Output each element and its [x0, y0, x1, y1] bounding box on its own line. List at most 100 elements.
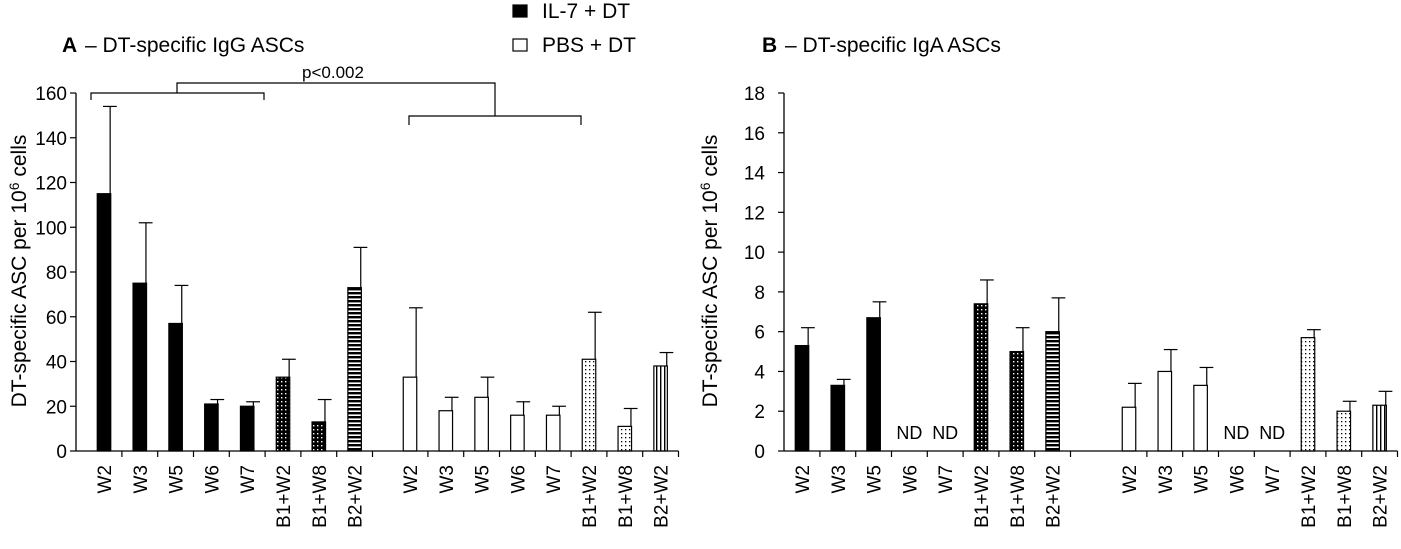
bar — [617, 425, 633, 452]
x-tick-label: B1+W2 — [1299, 465, 1320, 528]
panel-b-x-labels: W2 W3 W5 W6 W7 B1+W2 B1+W8 B2+W2 W2 W3 W5 W6 W7 B1+W2… — [793, 465, 1392, 528]
legend: IL-7 + DT PBS + DT — [512, 0, 636, 57]
x-tick-label: B2+W2 — [346, 465, 367, 528]
y-tick-label: 12 — [744, 203, 765, 224]
x-tick-label: W5 — [865, 465, 886, 494]
bar — [96, 193, 112, 452]
bar — [1300, 337, 1316, 452]
bar — [311, 421, 327, 452]
bar — [239, 405, 255, 452]
x-tick-label: W7 — [1263, 465, 1284, 494]
x-tick-label: W7 — [238, 465, 259, 494]
panel-b-chart: B – DT-specific IgA ASCs DT-specific ASC… — [697, 34, 1399, 528]
bar — [653, 365, 668, 452]
y-tick-label: 20 — [46, 397, 67, 418]
y-tick-label: 6 — [754, 323, 765, 344]
x-tick-label: W5 — [167, 465, 188, 494]
bar — [402, 376, 418, 452]
x-tick-label: B2+W2 — [1044, 465, 1065, 528]
bracket-connector — [176, 82, 496, 98]
x-tick-label: W2 — [401, 465, 422, 494]
y-tick-label: 8 — [754, 283, 765, 304]
x-tick-label: B1+W8 — [616, 465, 637, 528]
nd-label: ND — [932, 423, 958, 443]
y-tick-label: 40 — [46, 353, 67, 374]
panel-b-title: – DT-specific IgA ASCs — [785, 34, 1001, 57]
x-tick-label: W2 — [1120, 465, 1141, 494]
significance-p-value: p<0.002 — [302, 63, 364, 82]
bar — [1157, 370, 1173, 452]
y-tick-label: 160 — [35, 84, 67, 105]
panel-a-y-axis-label: DT-specific ASC per 106 cells — [6, 135, 31, 408]
significance-bracket: p<0.002 — [90, 63, 582, 125]
panel-a-bars — [96, 105, 674, 452]
bar — [973, 303, 989, 452]
bar — [794, 344, 810, 452]
bar — [510, 414, 525, 452]
nd-label: ND — [1259, 423, 1285, 443]
x-tick-label: B1+W8 — [1008, 465, 1029, 528]
bar — [1372, 404, 1387, 452]
bar — [474, 396, 489, 452]
x-tick-label: B1+W2 — [274, 465, 295, 528]
panel-b-y-label-sup: 6 — [697, 182, 713, 190]
x-tick-label: B1+W2 — [580, 465, 601, 528]
bar — [1045, 331, 1060, 452]
x-tick-label: B1+W2 — [972, 465, 993, 528]
panel-a-x-labels: W2 W3 W5 W6 W7 B1+W2 B1+W8 B2+W2 W2 W3 W5 W6 W7 B1+W2… — [95, 465, 673, 528]
bar — [581, 358, 597, 452]
y-tick-label: 4 — [754, 362, 765, 383]
panel-b-bars: ND ND ND ND — [794, 279, 1393, 452]
x-tick-label: W3 — [1156, 465, 1177, 494]
bar — [204, 403, 219, 452]
x-tick-label: W6 — [202, 465, 223, 494]
bar — [438, 410, 454, 452]
legend-swatch-pbs — [512, 38, 528, 52]
x-tick-label: B2+W2 — [1371, 465, 1392, 528]
x-tick-label: W3 — [829, 465, 850, 494]
x-tick-label: W7 — [936, 465, 957, 494]
y-tick-label: 0 — [754, 442, 765, 463]
y-tick-label: 14 — [744, 164, 766, 185]
y-tick-label: 2 — [754, 402, 765, 423]
panel-b-y-axis-label: DT-specific ASC per 106 cells — [697, 135, 722, 408]
panel-a-y-label-main: DT-specific ASC per 10 — [8, 190, 31, 407]
y-tick-label: 0 — [56, 442, 67, 463]
panel-a-chart: A – DT-specific IgG ASCs DT-specific ASC… — [6, 34, 680, 528]
x-tick-label: B2+W2 — [652, 465, 673, 528]
y-tick-label: 140 — [35, 129, 67, 150]
x-tick-label: W6 — [900, 465, 921, 494]
bar — [1193, 384, 1208, 452]
x-tick-label: W5 — [473, 465, 494, 494]
x-tick-label: B1+W8 — [310, 465, 331, 528]
x-tick-label: B1+W8 — [1335, 465, 1356, 528]
x-tick-label: W2 — [95, 465, 116, 494]
x-tick-label: W7 — [544, 465, 565, 494]
panel-b-y-label-tail: cells — [699, 135, 722, 183]
bar — [1009, 350, 1025, 452]
nd-label: ND — [896, 423, 922, 443]
x-tick-label: W6 — [1227, 465, 1248, 494]
y-tick-label: 100 — [35, 218, 67, 239]
panel-b-letter: B — [762, 34, 777, 57]
bracket-group-pbs — [408, 98, 582, 125]
y-tick-label: 60 — [46, 308, 67, 329]
bar — [866, 317, 881, 452]
bar — [1336, 410, 1352, 452]
bar — [168, 322, 183, 452]
panel-a-y-ticks: 0 20 40 60 80 100 120 140 160 — [35, 84, 76, 463]
x-tick-label: W6 — [508, 465, 529, 494]
y-tick-label: 80 — [46, 263, 67, 284]
bar — [1121, 406, 1137, 452]
panel-a-y-label-tail: cells — [8, 135, 31, 183]
nd-label: ND — [1223, 423, 1249, 443]
panel-a-letter: A — [62, 34, 77, 57]
x-tick-label: W3 — [131, 465, 152, 494]
x-tick-label: W3 — [437, 465, 458, 494]
bar — [830, 384, 846, 452]
y-tick-label: 120 — [35, 174, 67, 195]
panel-b-y-label-main: DT-specific ASC per 10 — [699, 190, 722, 407]
y-tick-label: 10 — [744, 243, 765, 264]
x-tick-label: W2 — [793, 465, 814, 494]
bracket-group-il7 — [90, 92, 265, 100]
